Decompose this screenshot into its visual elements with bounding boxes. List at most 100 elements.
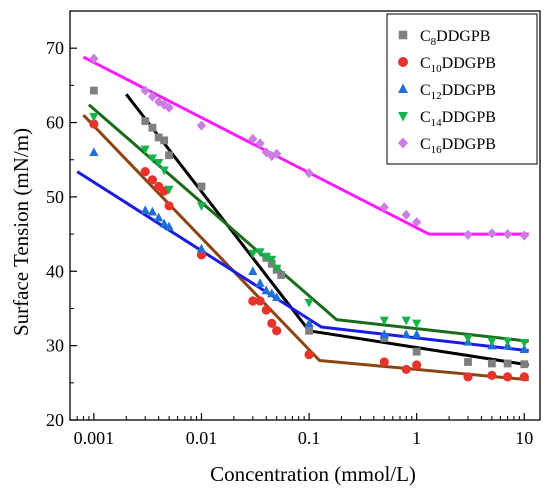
data-point-C16DDGPB (248, 133, 258, 144)
data-point-C10DDGPB (519, 372, 529, 382)
legend-label-C12DDGPB: C12DDGPB (420, 82, 496, 102)
data-point-C14DDGPB (255, 248, 265, 257)
data-point-C10DDGPB (248, 296, 258, 306)
legend-marker-C10DDGPB (398, 57, 408, 67)
data-point-C16DDGPB (503, 229, 513, 240)
data-point-C14DDGPB (89, 112, 99, 122)
legend-label-base: C (420, 55, 431, 72)
legend-label-C14DDGPB: C14DDGPB (420, 109, 496, 129)
data-point-C10DDGPB (164, 201, 174, 211)
data-point-C8DDGPB (412, 347, 421, 356)
x-tick-label: 10 (515, 428, 533, 448)
data-point-C10DDGPB (487, 370, 497, 380)
legend-label-C8DDGPB: C8DDGPB (420, 28, 490, 48)
data-point-C16DDGPB (412, 217, 422, 228)
legend-label-rest: DDGPB (436, 28, 490, 45)
legend-label-base: C (420, 82, 431, 99)
data-points-layer (89, 53, 529, 382)
data-point-C16DDGPB (154, 96, 164, 107)
data-point-C12DDGPB (248, 266, 258, 275)
data-point-C16DDGPB (519, 230, 529, 241)
data-point-C10DDGPB (140, 167, 150, 177)
x-tick-label: 0.1 (298, 428, 321, 448)
legend-label-rest: DDGPB (442, 109, 496, 126)
data-point-C8DDGPB (197, 182, 206, 191)
data-point-C14DDGPB (164, 185, 174, 195)
legend-label-subscript: 12 (431, 90, 442, 102)
data-point-C14DDGPB (261, 252, 271, 262)
data-point-C12DDGPB (519, 344, 529, 354)
data-point-C14DDGPB (248, 249, 258, 259)
data-point-C8DDGPB (141, 117, 150, 125)
data-point-C8DDGPB (503, 359, 512, 368)
data-point-C10DDGPB (463, 372, 473, 382)
data-point-C10DDGPB (272, 326, 282, 336)
x-axis-title: Concentration (mmol/L) (210, 462, 416, 486)
data-point-C14DDGPB (159, 166, 169, 176)
legend-label-rest: DDGPB (442, 82, 496, 99)
data-point-C16DDGPB (89, 53, 99, 64)
y-axis-title: Surface Tension (mN/m) (9, 128, 33, 336)
y-tick-label: 60 (46, 113, 64, 133)
data-point-C12DDGPB (255, 278, 265, 287)
data-point-C16DDGPB (463, 229, 473, 240)
data-point-C10DDGPB (89, 119, 99, 129)
data-point-C8DDGPB (165, 151, 173, 160)
data-point-C16DDGPB (304, 168, 314, 179)
data-point-C10DDGPB (147, 175, 158, 185)
data-point-C14DDGPB (401, 316, 411, 326)
fit-lines-layer (76, 55, 529, 382)
data-point-C8DDGPB (89, 86, 98, 95)
data-point-C8DDGPB (277, 271, 286, 279)
data-point-C12DDGPB (164, 221, 174, 231)
data-point-C16DDGPB (164, 102, 174, 113)
legend-marker-C8DDGPB (398, 30, 408, 40)
data-point-C12DDGPB (267, 288, 277, 298)
data-point-C12DDGPB (261, 285, 271, 295)
legend-label-subscript: 16 (431, 144, 443, 156)
legend-label-subscript: 14 (431, 117, 443, 129)
data-point-C12DDGPB (272, 292, 282, 301)
x-tick-label: 0.001 (74, 428, 115, 448)
x-tick-label: 0.01 (186, 428, 218, 448)
data-point-C16DDGPB (196, 120, 207, 131)
axes-layer: 0.001 0.01 0.1 1 10 20 30 40 50 60 70 (46, 10, 541, 448)
data-point-C16DDGPB (255, 138, 265, 149)
data-point-C16DDGPB (140, 85, 150, 96)
legend-label-base: C (420, 109, 431, 126)
data-point-C12DDGPB (412, 329, 422, 339)
data-point-C8DDGPB (520, 360, 529, 369)
legend-label-base: C (420, 136, 431, 153)
x-tick-label: 1 (412, 428, 421, 448)
data-point-C16DDGPB (487, 228, 497, 239)
data-point-C14DDGPB (147, 154, 158, 164)
fit-line-C12DDGPB (76, 170, 529, 353)
data-point-C16DDGPB (401, 209, 411, 220)
data-point-C14DDGPB (519, 338, 529, 348)
data-point-C8DDGPB (487, 359, 496, 368)
fit-line-C10DDGPB (82, 114, 529, 382)
data-point-C16DDGPB (379, 202, 389, 213)
data-point-C14DDGPB (304, 298, 314, 308)
legend-label-C16DDGPB: C16DDGPB (420, 136, 496, 156)
legend-label-rest: DDGPB (442, 136, 496, 153)
data-point-C16DDGPB (272, 148, 282, 159)
data-point-C8DDGPB (148, 123, 157, 132)
y-tick-label: 30 (46, 336, 64, 356)
legend-label-subscript: 10 (431, 63, 443, 75)
legend-label-rest: DDGPB (442, 55, 496, 72)
data-point-C14DDGPB (487, 337, 497, 347)
y-tick-label: 20 (46, 410, 64, 430)
plot-frame (69, 10, 541, 421)
legend-label-base: C (420, 28, 431, 45)
y-tick-label: 70 (46, 38, 64, 58)
data-point-C14DDGPB (412, 319, 422, 329)
data-point-C10DDGPB (503, 372, 513, 382)
data-point-C8DDGPB (305, 326, 313, 335)
data-point-C10DDGPB (255, 296, 265, 306)
data-point-C14DDGPB (140, 145, 150, 155)
legend-label-subscript: 8 (431, 36, 437, 48)
data-point-C12DDGPB (159, 218, 169, 228)
